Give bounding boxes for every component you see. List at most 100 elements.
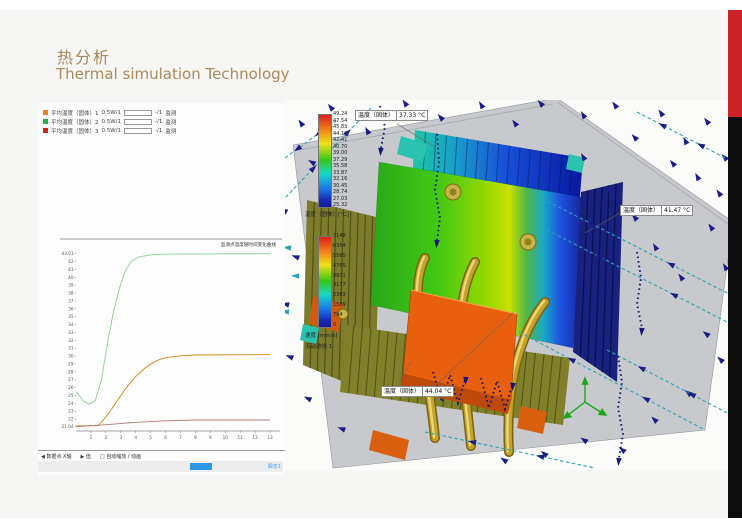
svg-text:42: 42: [68, 259, 74, 264]
legend-power: 0.5W/1: [101, 118, 122, 125]
svg-text:35: 35: [68, 314, 74, 319]
svg-text:12: 12: [252, 435, 258, 440]
goal-plot: 监测点温度随时间变化曲线 43.01 42 41 40 39 38 37 36 35 34 33 32…: [60, 235, 282, 449]
svg-text:21.04: 21.04: [62, 424, 74, 429]
plot-scrollbar[interactable]: 瞬态1: [38, 461, 283, 472]
scale-tick: 3971: [333, 272, 346, 279]
legend-frac: -/1: [155, 109, 163, 116]
svg-text:29: 29: [68, 361, 74, 366]
svg-text:7: 7: [179, 435, 182, 440]
accent-bar-black: [728, 117, 742, 518]
scale-tick: 33.87: [333, 169, 348, 176]
scale-tick: 5560: [333, 252, 346, 259]
scale-tick: 44.12: [333, 130, 348, 137]
scale-tick: 794: [333, 312, 343, 318]
orange-bracket: [517, 406, 547, 434]
scale-tick: 1589: [333, 302, 346, 309]
legend-row[interactable]: 平均温度（固体）1 0.5W/1 -/1 监测: [43, 108, 176, 117]
legend-progress-bar: [124, 127, 153, 134]
scale-tick: 35.58: [333, 163, 348, 169]
svg-text:39: 39: [68, 283, 74, 288]
toolbar-item[interactable]: □ 自动缩放 / 动画: [99, 454, 142, 460]
temperature-callout[interactable]: 温度（固体） 44.04 °C: [381, 386, 455, 397]
svg-text:10: 10: [223, 435, 229, 440]
legend-frac: -/1: [155, 127, 163, 134]
scale-tick: 25.32: [333, 202, 348, 208]
plot-title: 监测点温度随时间变化曲线: [221, 241, 277, 248]
coordinate-triad: [562, 376, 608, 419]
study-tab-link[interactable]: 瞬态1: [267, 464, 281, 470]
svg-text:5: 5: [149, 435, 152, 440]
scale-tick: 32.16: [333, 176, 348, 182]
scale-tick: 42.41: [333, 137, 348, 143]
svg-text:37: 37: [68, 298, 74, 303]
svg-text:9: 9: [209, 435, 212, 440]
scale-tick: 37.29: [333, 156, 348, 163]
flow-trajectories-label: 流动迹线 1: [305, 344, 333, 350]
legend-label: 平均温度（固体）2: [51, 119, 99, 126]
scale-tick: 30.45: [333, 182, 348, 189]
svg-text:27: 27: [68, 377, 74, 382]
legend-row[interactable]: 平均温度（固体）2 0.5W/1 -/1 监测: [43, 117, 176, 126]
bracket-teal: [566, 154, 585, 173]
svg-text:26: 26: [68, 385, 74, 390]
legend-power: 0.5W/1: [101, 109, 122, 116]
legend-power: 0.5W/1: [101, 127, 122, 134]
scale-tick: 49.24: [333, 111, 348, 117]
legend-swatch: [43, 119, 48, 124]
legend-swatch: [43, 110, 48, 115]
svg-text:8: 8: [194, 435, 197, 440]
scale-tick: 2383: [333, 292, 346, 299]
legend-swatch: [43, 128, 48, 133]
legend-status: 监测: [165, 110, 177, 117]
svg-text:2: 2: [105, 435, 108, 440]
velocity-scale-unit: 速度 [mm/s]: [305, 333, 338, 339]
temperature-callout[interactable]: 温度（固体） 41.47 °C: [620, 205, 694, 216]
svg-text:4: 4: [134, 435, 137, 440]
temperature-callout[interactable]: 温度（固体） 37.33 °C: [355, 110, 429, 121]
callout-leaders: [396, 123, 621, 387]
scale-tick: 40.70: [333, 143, 348, 150]
legend-frac: -/1: [155, 118, 163, 125]
svg-text:30: 30: [68, 354, 74, 359]
svg-text:24: 24: [68, 401, 74, 406]
svg-text:23: 23: [68, 409, 74, 414]
plot-svg: 监测点温度随时间变化曲线 43.014241403938373635343332…: [60, 238, 282, 440]
scrollbar-thumb[interactable]: [190, 463, 212, 470]
flow-vectors: [285, 100, 734, 469]
svg-text:38: 38: [68, 291, 74, 296]
3d-viewport[interactable]: 49.24 47.54 45.83 44.12 42.41 40.70 39.00 37.29…: [285, 100, 735, 470]
svg-text:11: 11: [238, 435, 244, 440]
svg-text:43.01: 43.01: [62, 251, 74, 256]
temperature-scale-bar: [318, 114, 332, 208]
scale-tick: 0: [333, 321, 337, 328]
legend-progress-bar: [124, 118, 153, 125]
bracket-teal: [397, 136, 427, 162]
svg-text:41: 41: [68, 267, 74, 272]
svg-text:36: 36: [68, 306, 74, 311]
plot-toolbar: ◀ 数据点 X轴 ▶ 值 □ 自动缩放 / 动画: [38, 450, 289, 462]
toolbar-item[interactable]: ◀ 数据点 X轴: [41, 454, 72, 460]
svg-text:13: 13: [267, 435, 273, 440]
slide-background: 热分析 Thermal simulation Technology 平均温度（固…: [0, 10, 742, 518]
velocity-scale-ticks: 7148 6354 5560 4765 3971 3177 2383 1589 794 0: [333, 234, 346, 328]
legend-status: 监测: [165, 119, 177, 126]
svg-text:28: 28: [68, 369, 74, 374]
scale-tick: 7148: [333, 233, 346, 239]
scale-tick: 39.00: [333, 150, 348, 156]
accent-bar-red: [728, 10, 742, 117]
svg-text:33: 33: [68, 330, 74, 335]
scale-tick: 28.74: [333, 189, 348, 195]
velocity-scale-bar: [318, 236, 332, 328]
scale-tick: 4765: [333, 262, 346, 269]
svg-text:6: 6: [164, 435, 167, 440]
toolbar-item[interactable]: ▶ 值: [80, 454, 91, 460]
svg-text:34: 34: [68, 322, 74, 327]
temperature-scale-ticks: 49.24 47.54 45.83 44.12 42.41 40.70 39.00 37.29…: [333, 112, 347, 208]
legend-row[interactable]: 平均温度（固体）3 0.5W/1 -/1 监测: [43, 126, 176, 135]
screw-boss: [337, 183, 537, 320]
scale-tick: 6354: [333, 242, 346, 249]
svg-text:1: 1: [90, 435, 93, 440]
temperature-scale-unit: 温度（固体）[°C]: [305, 212, 349, 218]
page-title: 热分析: [57, 48, 112, 67]
